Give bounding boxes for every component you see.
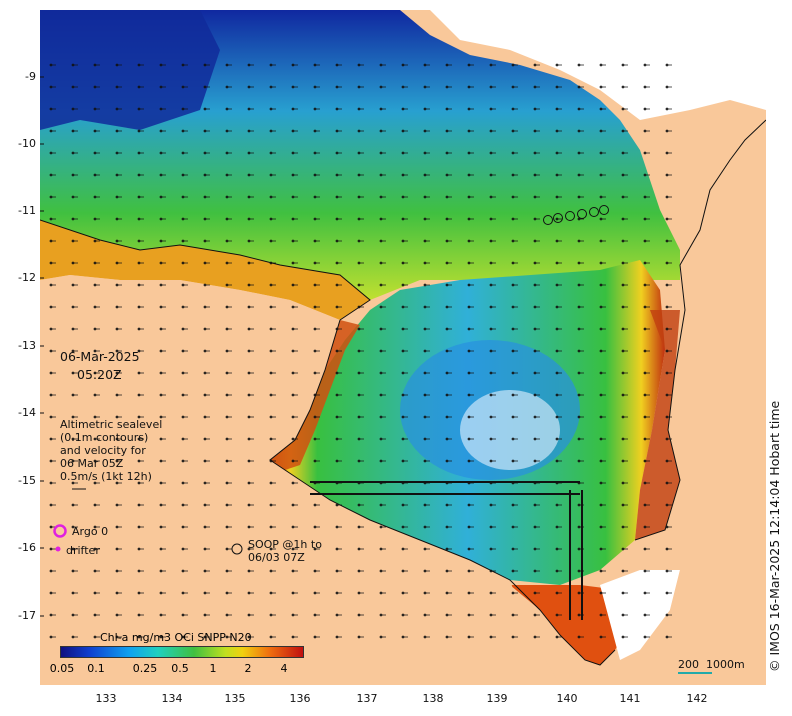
arafura-sea	[40, 10, 766, 120]
lon-label: 138	[422, 692, 444, 705]
credit-text: © IMOS 16-Mar-2025 12:14:04 Hobart time	[767, 400, 782, 672]
lon-label: 137	[356, 692, 378, 705]
lon-label: 142	[686, 692, 708, 705]
chlorophyll-map	[40, 10, 766, 685]
colorbar-tick: 0.05	[49, 662, 75, 675]
colorbar-tick: 2	[244, 662, 252, 675]
lon-label: 135	[224, 692, 246, 705]
lat-ticks	[40, 76, 44, 617]
colorbar-tick: 1	[209, 662, 217, 675]
scale-bar	[678, 672, 712, 674]
scale-label-depth: 1000m	[706, 658, 745, 671]
drifter-label: drifter	[66, 544, 100, 557]
colorbar-tick: 0.5	[171, 662, 189, 675]
lon-label: 139	[486, 692, 508, 705]
argo-label: Argo 0	[72, 525, 109, 538]
lat-label: -15	[18, 474, 36, 487]
map-time: 05:20Z	[77, 367, 122, 382]
colorbar-tick: 4	[280, 662, 288, 675]
lon-label: 141	[619, 692, 641, 705]
strong-current-arrows	[310, 481, 583, 620]
lat-label: -14	[18, 406, 36, 419]
lat-label: -11	[18, 204, 36, 217]
lat-label: -9	[25, 70, 36, 83]
colorbar	[60, 646, 304, 658]
lat-label: -16	[18, 541, 36, 554]
lat-label: -12	[18, 271, 36, 284]
velocity-field	[40, 50, 680, 640]
coastlines	[40, 119, 766, 666]
drifter-symbol	[55, 546, 61, 552]
argo-symbol	[53, 524, 67, 538]
soop-track	[543, 205, 609, 225]
lat-label: -13	[18, 339, 36, 352]
scale-label: 200	[678, 658, 699, 671]
lon-label: 140	[556, 692, 578, 705]
lon-label: 133	[95, 692, 117, 705]
map-date: 06-Mar-2025	[60, 349, 140, 364]
lon-label: 136	[289, 692, 311, 705]
cape-york	[660, 120, 766, 685]
colorbar-title: Chl-a mg/m3 OCi SNPP N20	[100, 631, 252, 644]
altimetry-note: Altimetric sealevel (0.1m contours) and …	[60, 418, 163, 483]
lon-label: 134	[161, 692, 183, 705]
colorbar-tick: 0.1	[87, 662, 105, 675]
lat-label: -17	[18, 609, 36, 622]
colorbar-tick: 0.25	[132, 662, 158, 675]
soop-symbol	[231, 543, 243, 555]
lat-label: -10	[18, 137, 36, 150]
soop-label: SOOP @1h to 06/03 07Z	[248, 538, 322, 564]
